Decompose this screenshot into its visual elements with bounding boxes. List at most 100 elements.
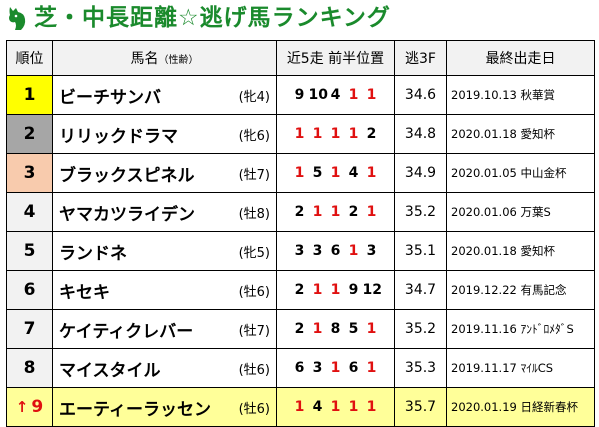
position-value: 9 [294, 87, 305, 103]
position-value: 1 [330, 204, 341, 220]
rank-number: 7 [23, 319, 36, 339]
horse-name-cell: リリックドラマ (牝6) [52, 114, 277, 154]
rank-cell: 6 [6, 270, 53, 310]
position-value: 1 [348, 126, 359, 142]
table-row: 2 リリックドラマ (牝6) 1 1 1 1 2 34.8 2020.01.18 愛知杯 [6, 114, 595, 154]
positions-cell: 9 10 4 1 1 [276, 75, 395, 115]
header-last-race: 最終出走日 [446, 40, 595, 76]
horse-name: ヤマカツライデン [59, 204, 195, 225]
header-rank: 順位 [6, 40, 53, 76]
rank-number: 5 [23, 241, 36, 261]
sex-age: (牡8) [238, 207, 270, 222]
rank-cell: 2 [6, 114, 53, 154]
position-value: 3 [366, 243, 377, 259]
last-race-cell: 2020.01.18 愛知杯 [446, 114, 595, 154]
table-row: 3 ブラックスピネル (牡7) 1 5 1 4 1 34.9 2020.01.05 中山金杯 [6, 153, 595, 193]
position-value: 2 [294, 204, 305, 220]
position-value: 1 [312, 321, 323, 337]
horse-name-cell: ランドネ (牝5) [52, 231, 277, 271]
position-value: 1 [294, 165, 305, 181]
ranking-table: 順位 馬名（性齢） 近5走 前半位置 逃3F 最終出走日 1 ビーチサンバ (牝4)… [6, 40, 595, 427]
position-value: 6 [348, 360, 359, 376]
horse-name-cell: ケイティクレバー (牡7) [52, 309, 277, 349]
rank-cell: 3 [6, 153, 53, 193]
last-race-cell: 2020.01.06 万葉S [446, 192, 595, 232]
last3f-cell: 35.7 [394, 387, 447, 427]
rank-cell: 4 [6, 192, 53, 232]
horse-name-cell: キセキ (牡6) [52, 270, 277, 310]
last-race-cell: 2019.11.16 ｱﾝﾄﾞﾛﾒﾀﾞS [446, 309, 595, 349]
horse-name: キセキ [59, 282, 110, 303]
position-value: 2 [348, 204, 359, 220]
position-value: 1 [312, 126, 323, 142]
position-value: 1 [366, 204, 377, 220]
position-value: 1 [330, 126, 341, 142]
rank-number: 4 [23, 202, 36, 222]
header-name-sub: （性齢） [158, 55, 199, 66]
last3f-cell: 34.8 [394, 114, 447, 154]
position-value: 1 [330, 399, 341, 415]
position-value: 3 [312, 360, 323, 376]
position-value: 1 [330, 165, 341, 181]
position-value: 12 [362, 282, 382, 298]
rank-number: 2 [23, 124, 36, 144]
position-value: 1 [348, 243, 359, 259]
position-value: 1 [366, 360, 377, 376]
position-value: 2 [366, 126, 377, 142]
position-value: 1 [366, 165, 377, 181]
horse-name: ビーチサンバ [59, 87, 161, 108]
position-value: 6 [330, 243, 341, 259]
rank-cell: 8 [6, 348, 53, 388]
sex-age: (牡6) [238, 285, 270, 300]
last3f-cell: 34.6 [394, 75, 447, 115]
position-value: 1 [294, 126, 305, 142]
rank-number: 6 [23, 280, 36, 300]
position-value: 1 [366, 321, 377, 337]
sex-age: (牡6) [238, 402, 270, 417]
rank-cell: 5 [6, 231, 53, 271]
position-value: 1 [366, 399, 377, 415]
position-value: 5 [312, 165, 323, 181]
header-name: 馬名（性齢） [52, 40, 277, 76]
position-value: 6 [294, 360, 305, 376]
position-value: 1 [348, 87, 359, 103]
last-race-cell: 2019.11.17 ﾏｲﾙCS [446, 348, 595, 388]
horse-name: リリックドラマ [59, 126, 178, 147]
position-value: 1 [312, 282, 323, 298]
table-row: ↑ 9 エーティーラッセン (牡6) 1 4 1 1 1 35.7 2020.01.19 日経新春杯 [6, 387, 595, 427]
last3f-cell: 35.1 [394, 231, 447, 271]
sex-age: (牝6) [238, 129, 270, 144]
position-value: 1 [330, 282, 341, 298]
rank-number: 9 [31, 397, 44, 417]
position-value: 10 [308, 87, 328, 103]
rank-number: 8 [23, 358, 36, 378]
rank-cell: 1 [6, 75, 53, 115]
position-value: 3 [294, 243, 305, 259]
table-row: 8 マイスタイル (牡6) 6 3 1 6 1 35.3 2019.11.17 ﾏｲﾙCS [6, 348, 595, 388]
horse-name-cell: ブラックスピネル (牡7) [52, 153, 277, 193]
page-title: 芝・中長距離☆逃げ馬ランキング [34, 5, 391, 31]
position-value: 5 [348, 321, 359, 337]
sex-age: (牡7) [238, 324, 270, 339]
last3f-cell: 34.7 [394, 270, 447, 310]
last-race-cell: 2020.01.05 中山金杯 [446, 153, 595, 193]
position-value: 3 [312, 243, 323, 259]
position-value: 9 [348, 282, 359, 298]
table-row: 7 ケイティクレバー (牡7) 2 1 8 5 1 35.2 2019.11.16 ｱﾝﾄﾞﾛﾒﾀ… [6, 309, 595, 349]
last-race-cell: 2019.12.22 有馬記念 [446, 270, 595, 310]
last3f-cell: 34.9 [394, 153, 447, 193]
header-positions: 近5走 前半位置 [276, 40, 395, 76]
last3f-cell: 35.3 [394, 348, 447, 388]
sex-age: (牡7) [238, 168, 270, 183]
header-name-label: 馬名 [130, 51, 159, 67]
title-bar: 芝・中長距離☆逃げ馬ランキング [0, 0, 599, 36]
horse-name: ランドネ [59, 243, 127, 264]
horse-name: マイスタイル [59, 360, 161, 381]
last-race-cell: 2020.01.19 日経新春杯 [446, 387, 595, 427]
position-value: 1 [294, 399, 305, 415]
